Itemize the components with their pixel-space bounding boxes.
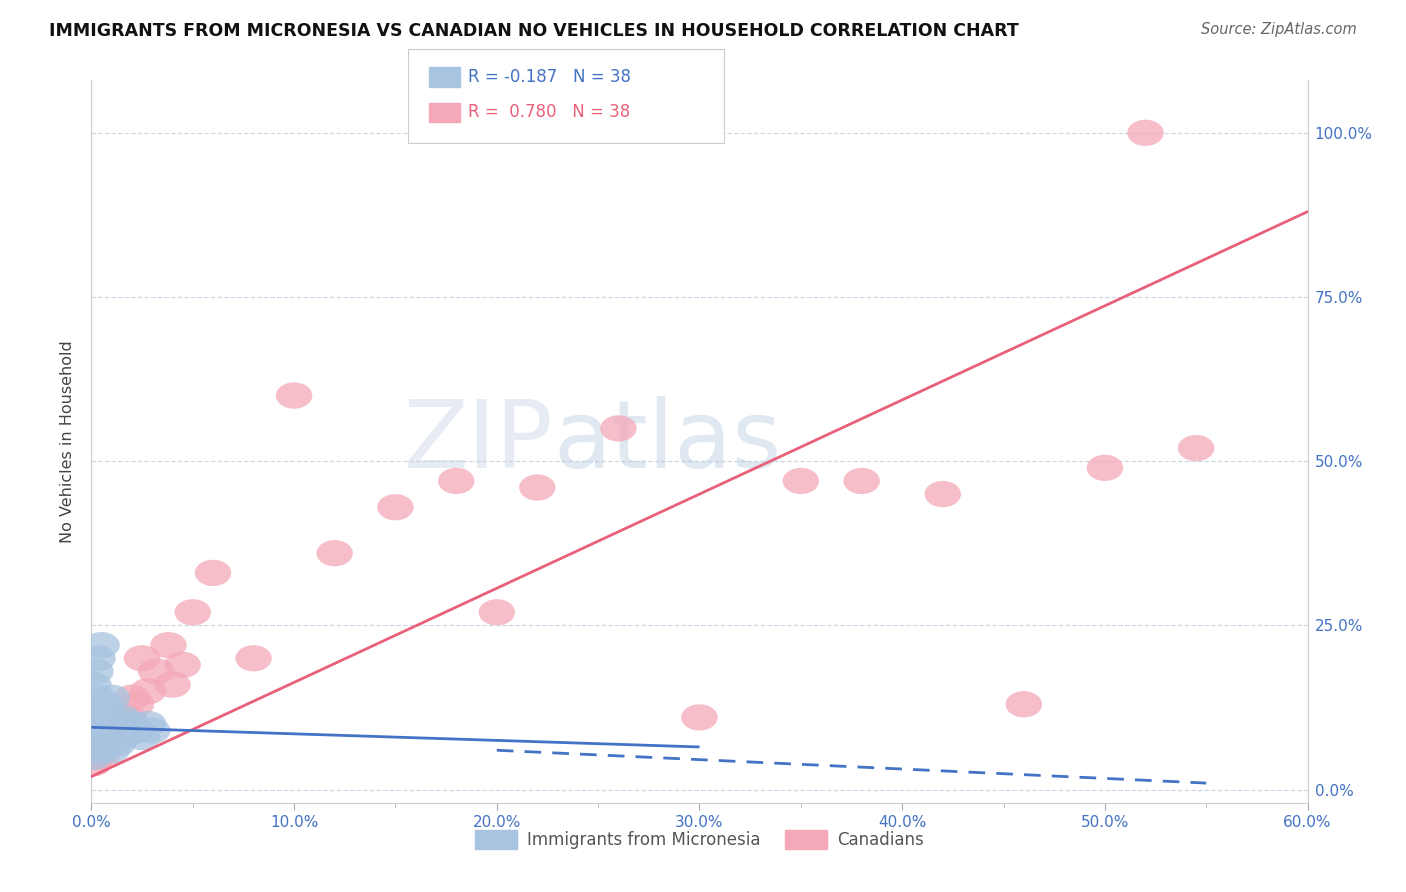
Ellipse shape (100, 731, 136, 756)
Ellipse shape (124, 645, 160, 672)
Ellipse shape (138, 658, 174, 684)
Ellipse shape (91, 724, 128, 750)
Ellipse shape (844, 467, 880, 494)
Ellipse shape (124, 724, 160, 750)
Ellipse shape (75, 672, 111, 698)
Ellipse shape (87, 731, 124, 756)
Ellipse shape (104, 724, 141, 750)
Ellipse shape (195, 560, 231, 586)
Ellipse shape (276, 383, 312, 409)
Ellipse shape (682, 705, 717, 731)
Ellipse shape (129, 678, 166, 705)
Ellipse shape (478, 599, 515, 625)
Ellipse shape (87, 724, 124, 750)
Ellipse shape (86, 737, 122, 764)
Ellipse shape (174, 599, 211, 625)
Ellipse shape (82, 691, 118, 717)
Ellipse shape (105, 711, 142, 737)
Ellipse shape (90, 731, 127, 756)
Ellipse shape (105, 711, 142, 737)
Ellipse shape (925, 481, 960, 508)
Ellipse shape (118, 691, 155, 717)
Ellipse shape (75, 750, 111, 777)
Ellipse shape (77, 744, 114, 770)
Ellipse shape (83, 744, 120, 770)
Y-axis label: No Vehicles in Household: No Vehicles in Household (60, 340, 76, 543)
Ellipse shape (93, 705, 129, 731)
Ellipse shape (90, 711, 127, 737)
Ellipse shape (316, 540, 353, 566)
Ellipse shape (101, 711, 138, 737)
Ellipse shape (118, 717, 155, 744)
Ellipse shape (134, 717, 170, 744)
Ellipse shape (114, 711, 150, 737)
Ellipse shape (75, 744, 111, 770)
Ellipse shape (79, 684, 115, 711)
Ellipse shape (114, 717, 150, 744)
Ellipse shape (90, 731, 127, 756)
Text: Source: ZipAtlas.com: Source: ZipAtlas.com (1201, 22, 1357, 37)
Ellipse shape (439, 467, 474, 494)
Ellipse shape (104, 717, 141, 744)
Ellipse shape (87, 711, 124, 737)
Ellipse shape (519, 475, 555, 500)
Ellipse shape (1087, 455, 1123, 481)
Ellipse shape (87, 691, 124, 717)
Ellipse shape (1178, 435, 1215, 461)
Ellipse shape (83, 717, 120, 744)
Text: atlas: atlas (554, 395, 782, 488)
Ellipse shape (83, 632, 120, 658)
Ellipse shape (110, 705, 146, 731)
Ellipse shape (77, 737, 114, 764)
Text: IMMIGRANTS FROM MICRONESIA VS CANADIAN NO VEHICLES IN HOUSEHOLD CORRELATION CHAR: IMMIGRANTS FROM MICRONESIA VS CANADIAN N… (49, 22, 1019, 40)
Legend: Immigrants from Micronesia, Canadians: Immigrants from Micronesia, Canadians (468, 823, 931, 856)
Ellipse shape (155, 672, 191, 698)
Text: R = -0.187   N = 38: R = -0.187 N = 38 (468, 68, 631, 86)
Ellipse shape (86, 705, 122, 731)
Ellipse shape (93, 724, 129, 750)
Ellipse shape (165, 652, 201, 678)
Ellipse shape (97, 724, 134, 750)
Ellipse shape (93, 737, 129, 764)
Ellipse shape (783, 467, 820, 494)
Ellipse shape (93, 684, 129, 711)
Ellipse shape (79, 724, 115, 750)
Ellipse shape (96, 717, 132, 744)
Ellipse shape (79, 737, 115, 764)
Ellipse shape (86, 731, 122, 756)
Ellipse shape (83, 737, 120, 764)
Ellipse shape (97, 717, 134, 744)
Ellipse shape (79, 645, 115, 672)
Text: ZIP: ZIP (404, 395, 554, 488)
Ellipse shape (377, 494, 413, 520)
Ellipse shape (129, 711, 166, 737)
Ellipse shape (110, 717, 146, 744)
Ellipse shape (600, 416, 637, 442)
Ellipse shape (77, 711, 114, 737)
Ellipse shape (82, 731, 118, 756)
Text: R =  0.780   N = 38: R = 0.780 N = 38 (468, 103, 630, 121)
Ellipse shape (1005, 691, 1042, 717)
Ellipse shape (77, 658, 114, 684)
Ellipse shape (1128, 120, 1164, 146)
Ellipse shape (114, 684, 150, 711)
Ellipse shape (104, 705, 141, 731)
Ellipse shape (235, 645, 271, 672)
Ellipse shape (150, 632, 187, 658)
